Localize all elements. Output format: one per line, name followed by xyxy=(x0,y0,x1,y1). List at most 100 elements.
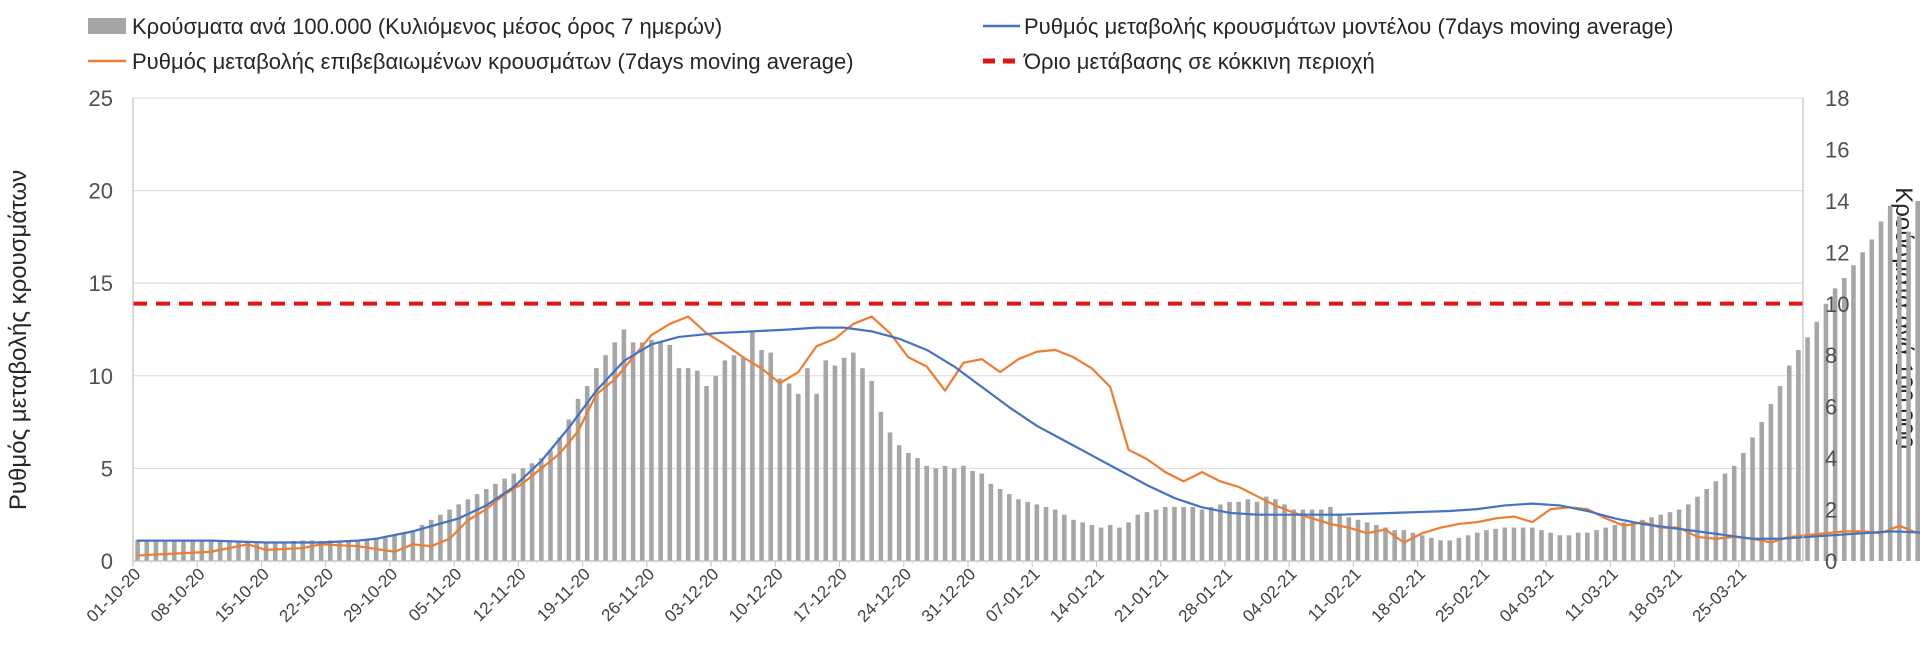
bar xyxy=(1218,504,1223,561)
bar xyxy=(282,541,287,561)
x-tick-label: 04-03-21 xyxy=(1496,564,1558,626)
bar xyxy=(658,342,663,561)
x-tick-label: 18-02-21 xyxy=(1367,564,1429,626)
bar xyxy=(1649,517,1654,561)
bar xyxy=(1474,532,1480,561)
bar xyxy=(1897,216,1902,561)
bar xyxy=(447,509,452,561)
bar xyxy=(1263,496,1269,561)
right-tick-label: 0 xyxy=(1825,549,1837,574)
x-tick-label: 22-10-20 xyxy=(276,564,338,626)
bar xyxy=(906,452,911,561)
legend-label-confirmed: Ρυθμός μεταβολής επιβεβαιωμένων κρουσμάτ… xyxy=(132,49,854,74)
bar xyxy=(1869,239,1875,561)
bar xyxy=(1374,524,1379,561)
bar xyxy=(1429,537,1434,561)
x-tick-label: 04-02-21 xyxy=(1239,564,1301,626)
bar xyxy=(1484,530,1489,561)
bar xyxy=(236,540,241,561)
right-tick-label: 16 xyxy=(1825,137,1849,162)
bar xyxy=(1603,527,1609,561)
bar xyxy=(254,542,260,561)
bar xyxy=(1089,524,1095,561)
bar xyxy=(1658,514,1664,561)
bar xyxy=(603,355,608,561)
bar xyxy=(172,540,177,561)
bar xyxy=(1447,540,1453,561)
bar xyxy=(1786,365,1792,561)
left-tick-label: 10 xyxy=(89,364,113,389)
bar xyxy=(327,540,333,561)
x-tick-label: 31-12-20 xyxy=(918,564,980,626)
bar xyxy=(704,386,709,561)
bar xyxy=(594,368,599,561)
x-tick-label: 19-11-20 xyxy=(533,564,594,625)
bar xyxy=(1135,514,1141,561)
left-tick-label: 20 xyxy=(89,179,113,204)
bar xyxy=(1585,532,1590,561)
model-series xyxy=(136,326,1920,544)
bar xyxy=(493,483,498,561)
right-tick-label: 10 xyxy=(1825,292,1849,317)
bar xyxy=(584,386,590,561)
x-tick-label: 10-12-20 xyxy=(725,564,787,626)
x-tick-label: 17-12-20 xyxy=(789,564,851,626)
bar xyxy=(1640,519,1645,561)
left-tick-label: 25 xyxy=(89,86,113,111)
bar xyxy=(1025,501,1030,561)
bar xyxy=(1254,501,1260,561)
bar xyxy=(1364,522,1370,561)
right-tick-label: 18 xyxy=(1825,86,1849,111)
right-tick-label: 8 xyxy=(1825,343,1837,368)
bar xyxy=(713,375,718,561)
bar xyxy=(1511,527,1517,561)
x-tick-label: 26-11-20 xyxy=(598,564,659,625)
bar xyxy=(1190,506,1196,561)
bar xyxy=(1520,527,1526,561)
bar xyxy=(1557,535,1563,561)
bar xyxy=(1539,530,1544,561)
bar xyxy=(896,445,902,561)
x-tick-label: 28-01-21 xyxy=(1175,564,1237,626)
bar xyxy=(199,540,205,561)
bar xyxy=(786,383,792,561)
bar xyxy=(970,470,975,561)
bar xyxy=(419,524,425,561)
bar xyxy=(1777,386,1783,561)
bar xyxy=(887,432,893,561)
bar xyxy=(1199,509,1205,561)
bar xyxy=(1566,535,1572,561)
bar xyxy=(1594,530,1599,561)
bar xyxy=(1126,522,1131,561)
x-tick-label: 05-11-20 xyxy=(405,564,466,625)
bar xyxy=(1419,535,1425,561)
bar xyxy=(621,329,627,561)
model-line xyxy=(136,326,1920,544)
bar xyxy=(1309,509,1315,561)
bar xyxy=(924,465,929,561)
bar xyxy=(630,342,636,561)
x-tick-label: 01-10-20 xyxy=(83,564,145,626)
bar xyxy=(162,540,168,561)
bar xyxy=(1704,488,1709,561)
bar xyxy=(1245,499,1251,561)
bar xyxy=(1851,265,1856,561)
bar xyxy=(1291,509,1297,561)
bar xyxy=(1878,221,1884,561)
bar xyxy=(410,530,416,561)
bar xyxy=(1080,522,1085,561)
x-tick-label: 21-01-21 xyxy=(1111,564,1173,626)
bar xyxy=(1016,499,1021,561)
legend-label-bars: Κρούσματα ανά 100.000 (Κυλιόμενος μέσος … xyxy=(132,14,722,39)
bar xyxy=(795,393,801,561)
bar xyxy=(823,360,829,561)
bar xyxy=(539,458,544,561)
bar xyxy=(456,504,462,561)
bar xyxy=(676,368,682,561)
bar xyxy=(1768,404,1774,561)
bar xyxy=(988,483,994,561)
bar xyxy=(1117,527,1122,561)
bar xyxy=(750,332,755,561)
bar xyxy=(392,535,397,561)
